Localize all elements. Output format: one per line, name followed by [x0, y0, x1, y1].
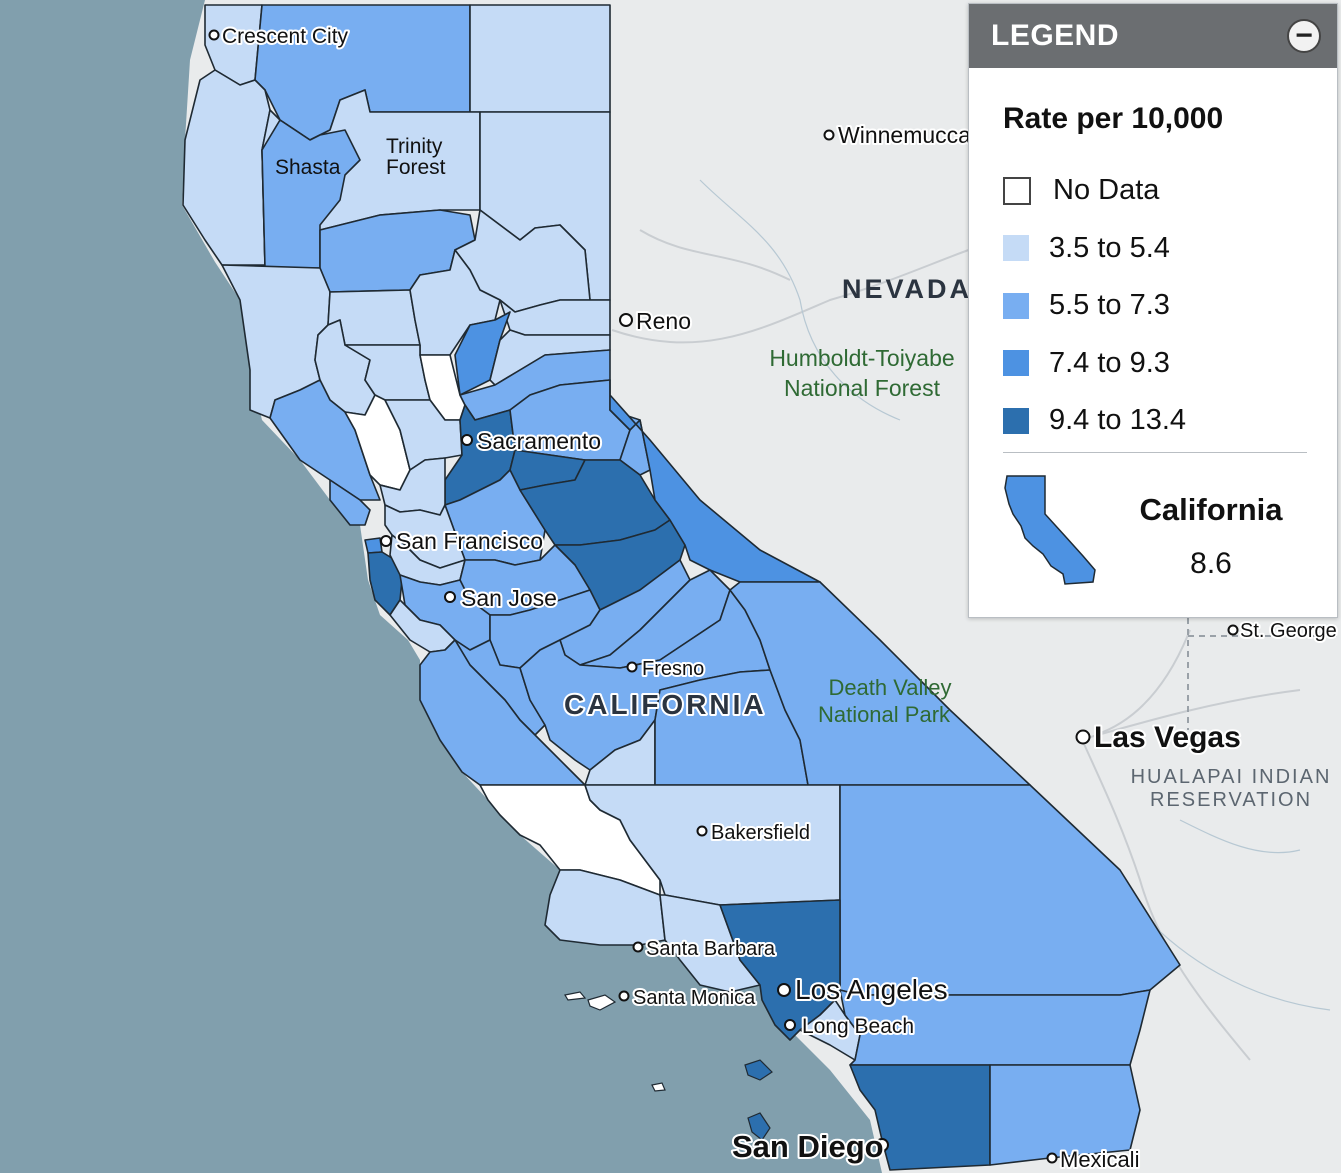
label-sacramento: Sacramento [477, 428, 601, 454]
label-humboldt-line1: Humboldt-Toiyabe [769, 345, 954, 371]
city-dot-san-jose[interactable] [444, 591, 456, 603]
county-santa-cruz[interactable] [389, 599, 456, 653]
label-san-jose: San Jose [461, 585, 557, 611]
city-dot-long-beach[interactable] [784, 1019, 796, 1031]
label-hualapai-line2: RESERVATION [1150, 789, 1312, 811]
legend-item-bin-1: 3.5 to 5.4 [1003, 220, 1337, 278]
legend-title: LEGEND [991, 19, 1120, 52]
legend-header: LEGEND − [969, 4, 1337, 68]
label-death-valley-line2: National Park [818, 702, 951, 727]
channel-islands [564, 991, 773, 1141]
city-dot-reno[interactable] [619, 313, 633, 327]
legend-subtitle: Rate per 10,000 [1003, 102, 1224, 135]
city-dot-san-diego[interactable] [875, 1138, 889, 1152]
county-monterey[interactable] [419, 639, 586, 786]
label-los-angeles: Los Angeles [795, 974, 948, 1005]
label-trinity-forest-line2: Forest [386, 156, 446, 179]
label-mexicali: Mexicali [1060, 1147, 1139, 1172]
label-winnemucca: Winnemucca [838, 122, 971, 148]
city-dot-mexicali[interactable] [1046, 1152, 1058, 1164]
legend-body: Rate per 10,000 No Data 3.5 to 5.4 5.5 t… [969, 68, 1337, 450]
legend-state-summary: California 8.6 [1003, 474, 1313, 594]
california-shape-icon [1004, 475, 1096, 585]
city-dot-winnemucca[interactable] [823, 129, 835, 141]
city-dot-bakersfield[interactable] [696, 825, 708, 837]
city-dot-santa-monica[interactable] [618, 990, 630, 1002]
legend-item-bin-3: 7.4 to 9.3 [1003, 335, 1337, 393]
city-dot-las-vegas[interactable] [1075, 729, 1091, 745]
label-las-vegas: Las Vegas [1094, 721, 1241, 754]
background-features [611, 179, 1341, 1061]
county-los-angeles[interactable] [719, 899, 841, 1041]
label-bakersfield: Bakersfield [711, 822, 810, 844]
city-dot-st-george[interactable] [1227, 624, 1239, 636]
county-marin[interactable] [329, 479, 371, 526]
city-dot-sacramento[interactable] [461, 434, 473, 446]
ocean [0, 0, 882, 1173]
legend-state-value: 8.6 [1190, 547, 1232, 580]
label-death-valley-line1: Death Valley [828, 675, 951, 700]
legend-swatch [1003, 176, 1031, 205]
map-labels: Crescent City Shasta Trinity Forest Winn… [220, 23, 1339, 1173]
label-st-george: St. George [1240, 620, 1337, 642]
city-dot-crescent-city[interactable] [208, 29, 220, 41]
county-ventura[interactable] [659, 894, 761, 993]
label-crescent-city: Crescent City [222, 25, 349, 48]
label-long-beach: Long Beach [802, 1015, 914, 1038]
county-yolo[interactable] [384, 399, 463, 471]
county-imperial[interactable] [989, 1064, 1141, 1166]
label-nevada: NEVADA [842, 274, 972, 304]
legend-swatch [1003, 235, 1029, 262]
city-dot-los-angeles[interactable] [777, 983, 791, 997]
label-san-diego: San Diego [732, 1129, 884, 1164]
city-dot-san-francisco[interactable] [380, 535, 392, 547]
legend-state-name: California [1139, 492, 1283, 527]
legend-item-label: No Data [1053, 174, 1160, 207]
legend-swatch [1003, 292, 1029, 319]
county-mono[interactable] [609, 379, 821, 583]
legend-item-label: 5.5 to 7.3 [1049, 289, 1170, 322]
legend-item-bin-2: 5.5 to 7.3 [1003, 277, 1337, 335]
label-california: CALIFORNIA [564, 689, 767, 720]
legend-item-label: 3.5 to 5.4 [1049, 231, 1170, 264]
label-trinity-forest-line1: Trinity [386, 135, 443, 158]
legend-item-no-data: No Data [1003, 162, 1337, 220]
legend-divider [1003, 452, 1307, 453]
legend-panel: LEGEND − Rate per 10,000 No Data 3.5 to … [968, 3, 1338, 618]
label-fresno: Fresno [642, 658, 704, 680]
label-santa-monica: Santa Monica [633, 987, 756, 1009]
label-shasta: Shasta [275, 156, 341, 179]
county-san-bernardino[interactable] [839, 784, 1181, 996]
legend-swatch [1003, 407, 1029, 434]
legend-item-bin-4: 9.4 to 13.4 [1003, 392, 1337, 450]
label-hualapai-line1: HUALAPAI INDIAN [1131, 766, 1332, 788]
city-markers [208, 29, 1239, 1164]
legend-item-label: 9.4 to 13.4 [1049, 404, 1187, 437]
county-san-francisco[interactable] [364, 537, 383, 554]
legend-swatch [1003, 350, 1029, 377]
legend-item-label: 7.4 to 9.3 [1049, 346, 1170, 379]
minus-icon: − [1295, 19, 1313, 52]
county-yuba[interactable] [454, 311, 511, 396]
label-santa-barbara: Santa Barbara [646, 938, 776, 960]
label-humboldt-line2: National Forest [784, 375, 941, 401]
city-dot-fresno[interactable] [626, 661, 638, 673]
label-san-francisco: San Francisco [396, 528, 543, 554]
county-modoc[interactable] [469, 4, 611, 113]
collapse-legend-button[interactable]: − [1287, 19, 1321, 53]
label-reno: Reno [636, 308, 691, 334]
city-dot-santa-barbara[interactable] [632, 941, 644, 953]
